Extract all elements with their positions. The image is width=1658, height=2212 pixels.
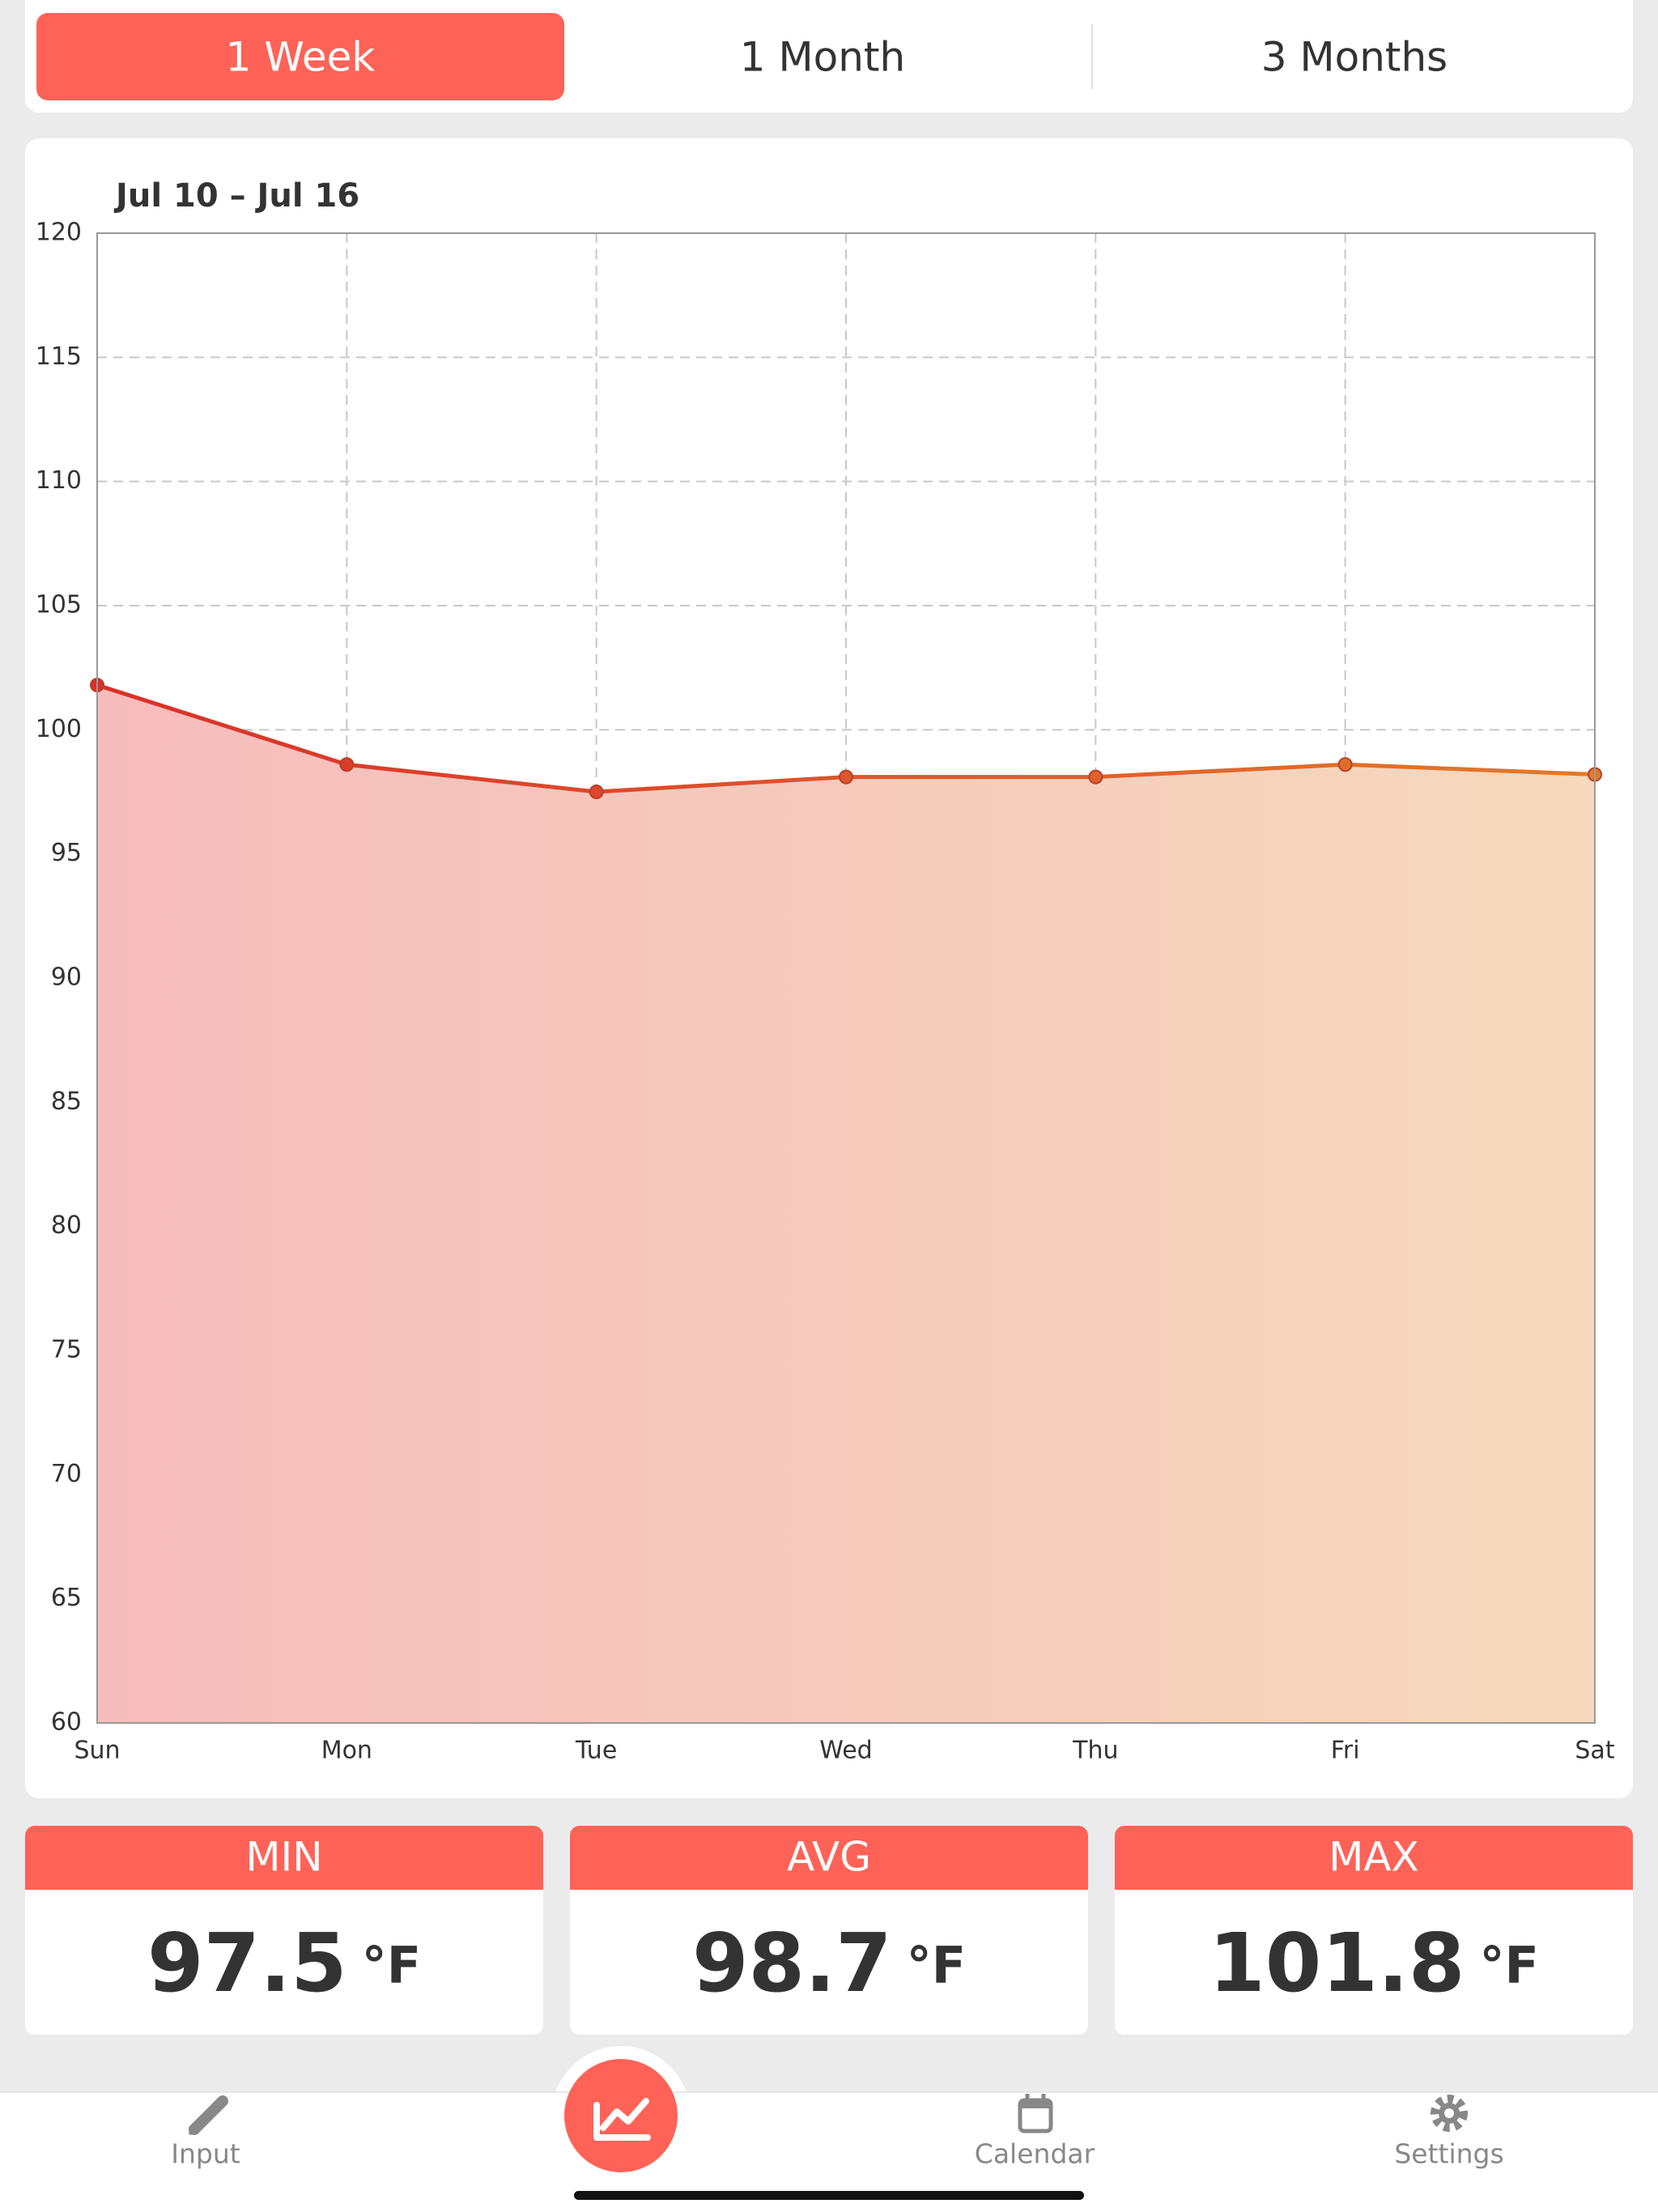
- point: [839, 769, 853, 785]
- x-tick-label: Fri: [1331, 1737, 1360, 1765]
- point: [1337, 757, 1353, 772]
- stat-value-line: 98.7 °F: [692, 1916, 966, 2010]
- tab-label[interactable]: 3 Months: [1261, 34, 1448, 81]
- home-indicator: [574, 2191, 1084, 2200]
- x-tick-label: Sun: [74, 1737, 120, 1765]
- stat-unit: °F: [907, 1936, 966, 1995]
- stat-header: [1115, 1826, 1633, 1890]
- y-tick-label: 70: [51, 1460, 82, 1488]
- y-tick-label: 95: [51, 839, 82, 867]
- stat-value-line: 97.5 °F: [147, 1916, 421, 2010]
- tab-label[interactable]: 1 Week: [226, 34, 376, 81]
- y-tick-label: 105: [36, 591, 82, 619]
- point: [589, 785, 604, 799]
- tab-active[interactable]: [36, 13, 564, 100]
- nav-label[interactable]: Settings: [1394, 2138, 1503, 2170]
- calendar-icon: [1018, 2094, 1053, 2133]
- y-tick-label: 115: [36, 342, 82, 371]
- chart-icon-axis: [593, 2102, 651, 2141]
- y-tick-label: 65: [51, 1584, 82, 1612]
- y-tick-label: 110: [36, 466, 82, 495]
- point: [1088, 769, 1103, 785]
- area: [97, 685, 1595, 1724]
- stat-label: AVG: [787, 1834, 871, 1881]
- stat-label: MIN: [245, 1834, 322, 1881]
- stat-header: [570, 1826, 1088, 1890]
- point: [339, 757, 355, 772]
- stat-unit: °F: [1479, 1936, 1538, 1995]
- chart-icon-line: [600, 2098, 649, 2131]
- stat-value: 97.5: [147, 1916, 347, 2010]
- x-tick-label: Sat: [1575, 1737, 1614, 1765]
- x-tick-label: Thu: [1072, 1737, 1118, 1765]
- y-tick-label: 90: [51, 963, 82, 992]
- y-tick-label: 85: [51, 1087, 82, 1116]
- y-tick-label: 100: [36, 715, 82, 743]
- x-tick-label: Wed: [819, 1737, 872, 1765]
- y-tick-label: 80: [51, 1211, 82, 1240]
- input-icon: [188, 2095, 228, 2136]
- stat-value-line: 101.8 °F: [1209, 1916, 1539, 2010]
- settings-icon: [1431, 2095, 1468, 2132]
- x-tick-label: Mon: [321, 1737, 372, 1765]
- stat-value: 98.7: [692, 1916, 892, 2010]
- y-tick-label: 75: [51, 1336, 82, 1364]
- stat-header: [25, 1826, 543, 1890]
- y-tick-label: 120: [36, 219, 82, 247]
- x-tick-label: Tue: [575, 1737, 617, 1765]
- nav-border: [0, 2091, 1658, 2093]
- stat-value: 101.8: [1209, 1916, 1465, 2010]
- plot-frame: [96, 232, 1596, 1724]
- y-tick-label: 60: [51, 1708, 82, 1737]
- stat-unit: °F: [362, 1936, 421, 1995]
- chart-title: Jul 10 – Jul 16: [113, 177, 359, 215]
- nav-label[interactable]: Calendar: [975, 2138, 1095, 2170]
- nav-label[interactable]: Input: [171, 2138, 240, 2170]
- tab-label[interactable]: 1 Month: [740, 34, 905, 81]
- stat-label: MAX: [1329, 1834, 1419, 1881]
